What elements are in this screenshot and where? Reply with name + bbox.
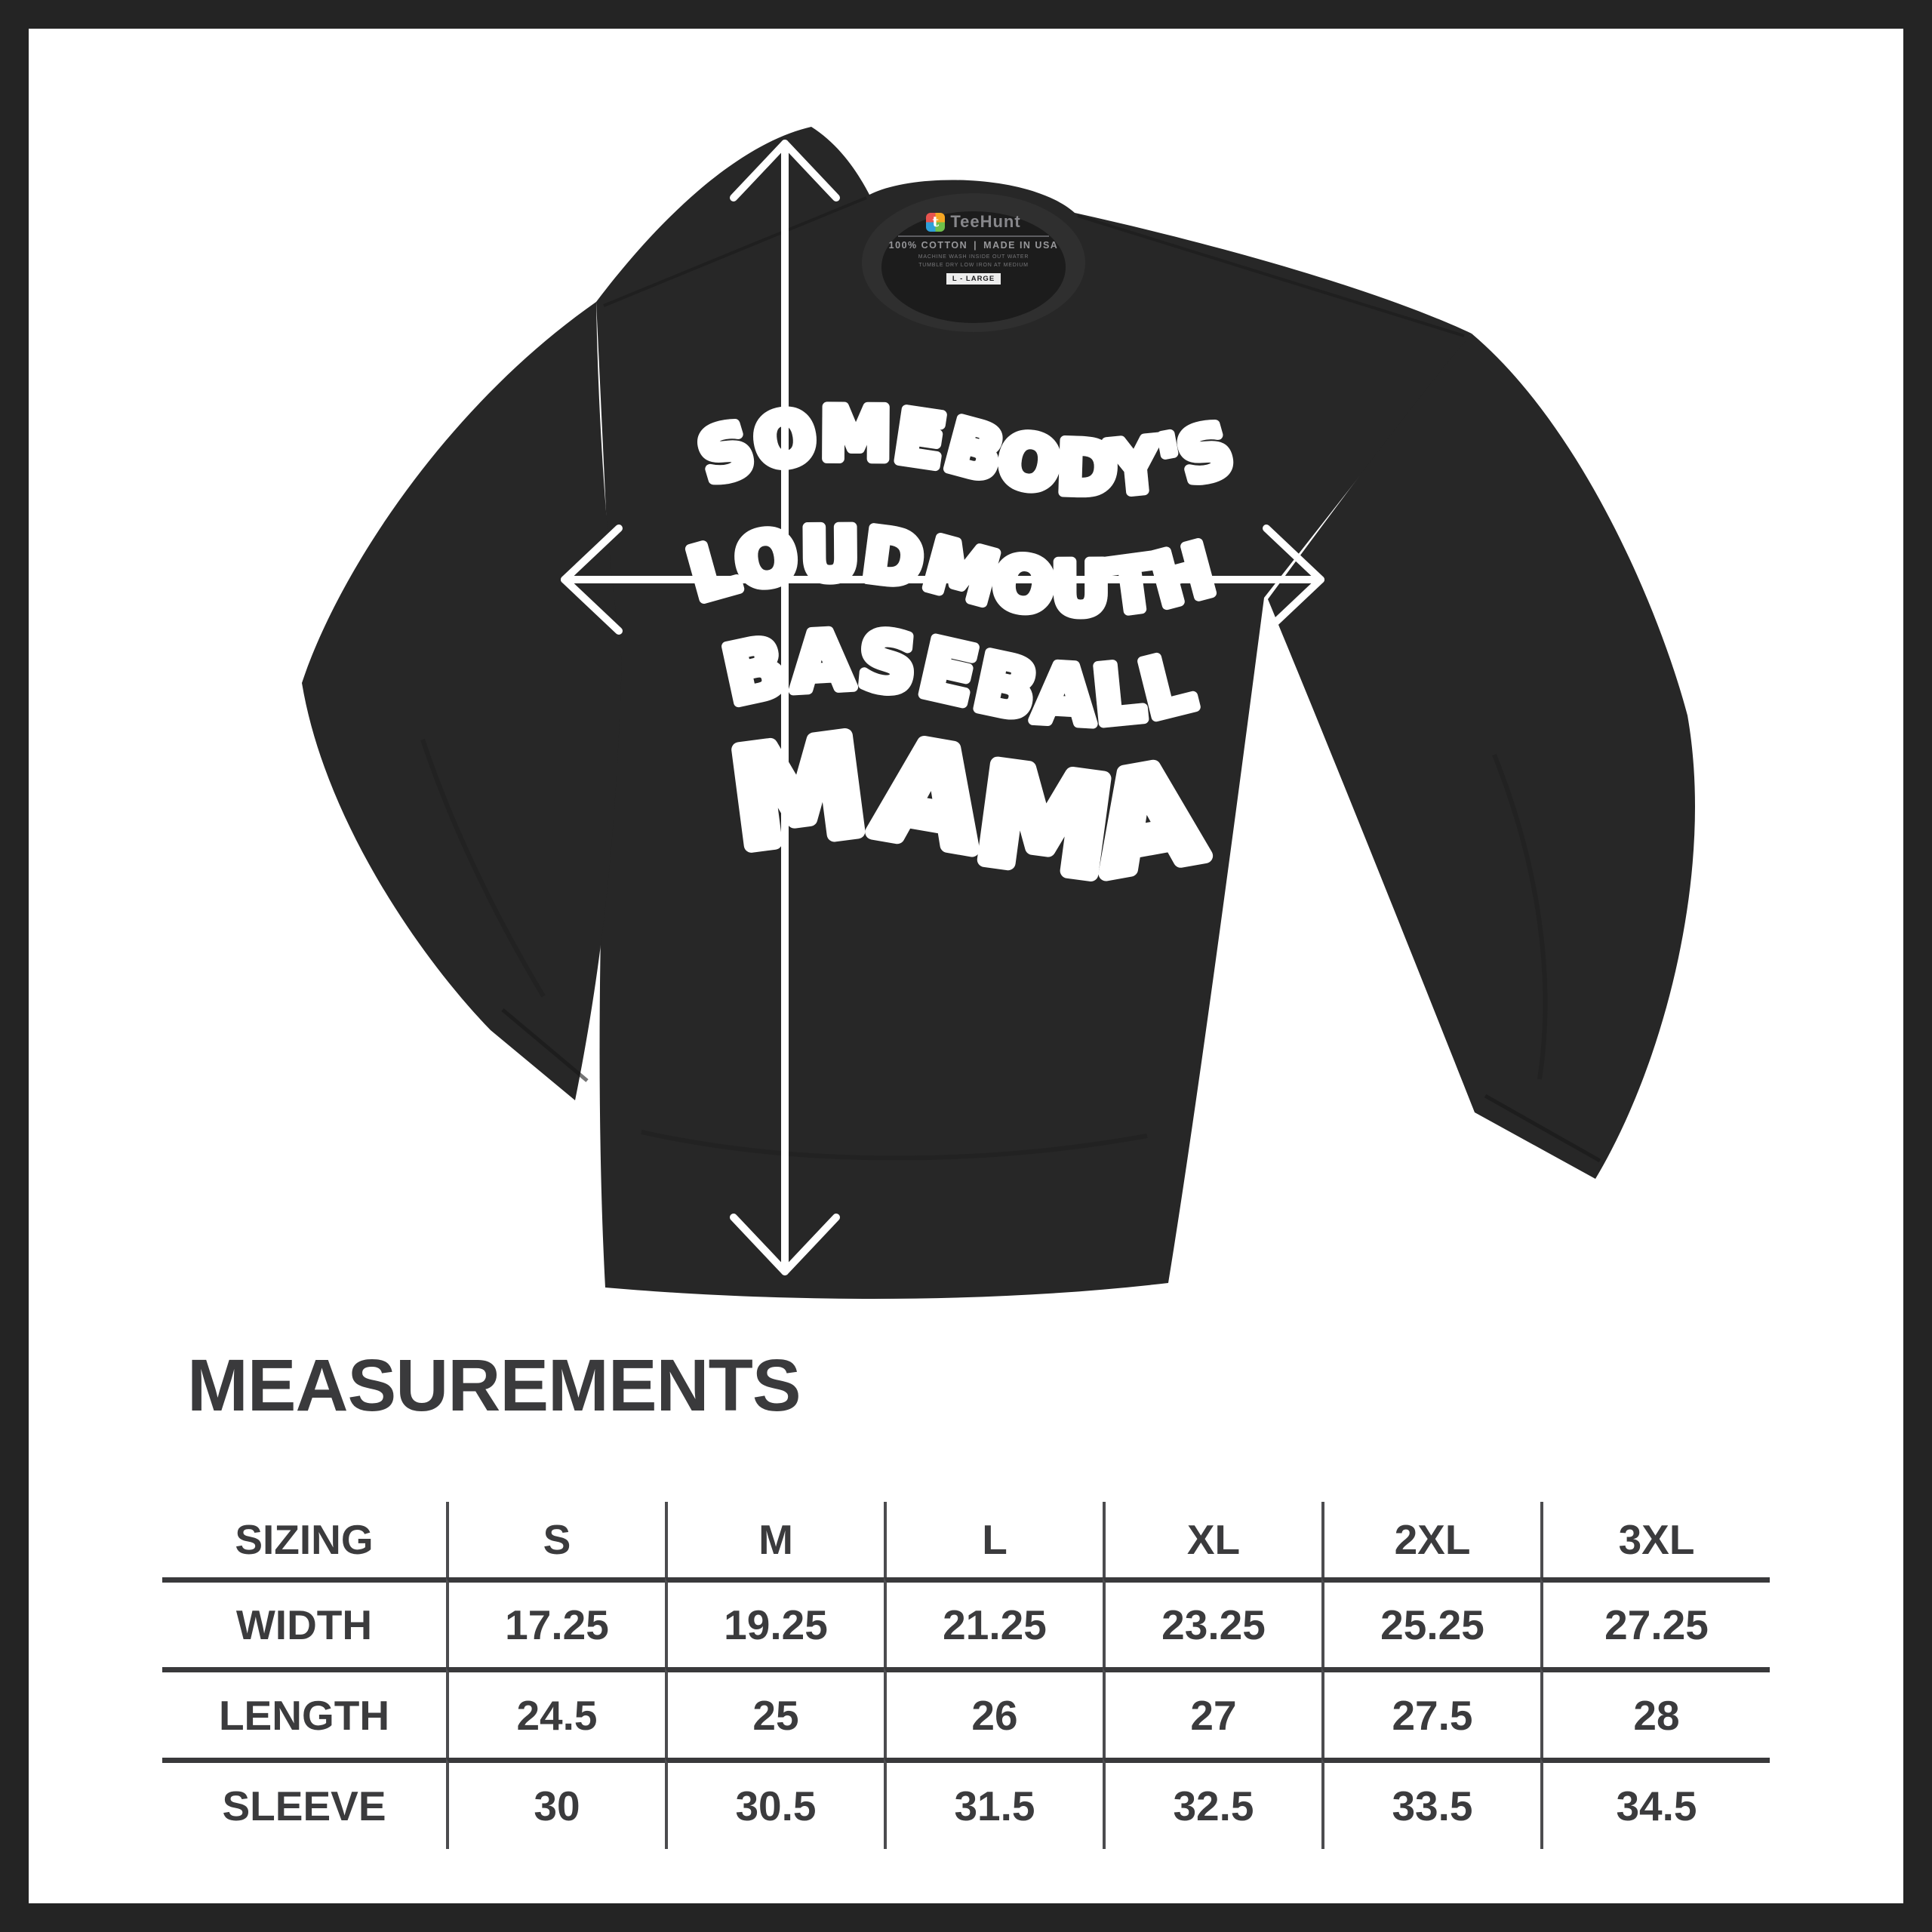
width-2xl: 25.25 bbox=[1321, 1577, 1540, 1667]
sleeve-l: 31.5 bbox=[884, 1758, 1103, 1849]
header-cell-sizing: SIZING bbox=[235, 1516, 374, 1563]
width-l: 21.25 bbox=[884, 1577, 1103, 1667]
teehunt-logo-icon: t bbox=[926, 212, 946, 232]
seam-line bbox=[1077, 214, 1465, 337]
origin-text: MADE IN USA bbox=[983, 240, 1059, 251]
sleeve-m: 30.5 bbox=[665, 1758, 884, 1849]
length-xl: 27 bbox=[1103, 1667, 1321, 1758]
label-material-row: 100% COTTON | MADE IN USA bbox=[889, 235, 1057, 251]
logo-letter: t bbox=[932, 214, 940, 230]
sleeve-2xl: 33.5 bbox=[1321, 1758, 1540, 1849]
brand-row: t TeeHunt bbox=[926, 212, 1020, 232]
shirt-photo: SOMEBODY'S LOUDMOUTH BASEBALL MAMA bbox=[302, 127, 1695, 1299]
length-l: 26 bbox=[884, 1667, 1103, 1758]
width-m: 19.25 bbox=[665, 1577, 884, 1667]
length-3xl: 28 bbox=[1540, 1667, 1770, 1758]
shirt-body bbox=[596, 127, 1472, 1299]
fabric-fold bbox=[420, 739, 546, 998]
cuff-seam bbox=[1484, 1094, 1601, 1163]
fabric-fold bbox=[641, 1130, 1148, 1161]
collar-opening bbox=[881, 211, 1066, 323]
header-cell-xl: XL bbox=[1103, 1502, 1321, 1577]
length-m: 25 bbox=[665, 1667, 884, 1758]
brand-name: TeeHunt bbox=[950, 212, 1021, 231]
sleeve-3xl: 34.5 bbox=[1540, 1758, 1770, 1849]
material-text: 100% COTTON bbox=[888, 240, 968, 251]
width-s: 17.25 bbox=[446, 1577, 665, 1667]
shirt-right-sleeve bbox=[1268, 334, 1695, 1179]
cuff-seam bbox=[501, 1008, 589, 1082]
care-instructions: MACHINE WASH INSIDE OUT WATER TUMBLE DRY… bbox=[918, 254, 1029, 269]
care-line-1: MACHINE WASH INSIDE OUT WATER bbox=[918, 254, 1029, 260]
header-cell-3xl: 3XL bbox=[1540, 1502, 1770, 1577]
sleeve-s: 30 bbox=[446, 1758, 665, 1849]
row-label-sleeve: SLEEVE bbox=[162, 1758, 446, 1849]
neck-label: t TeeHunt 100% COTTON | MADE IN USA MACH… bbox=[881, 212, 1066, 285]
width-arrow-horizontal bbox=[561, 525, 1324, 635]
fabric-fold bbox=[1492, 753, 1548, 1080]
length-arrow-vertical bbox=[730, 140, 840, 1275]
width-xl: 23.25 bbox=[1103, 1577, 1321, 1667]
material-divider: | bbox=[974, 240, 978, 251]
row-label-width: WIDTH bbox=[162, 1577, 446, 1667]
measurements-heading: MEASUREMENTS bbox=[187, 1344, 801, 1426]
care-line-2: TUMBLE DRY LOW IRON AT MEDIUM bbox=[918, 262, 1029, 268]
length-s: 24.5 bbox=[446, 1667, 665, 1758]
header-cell-m: M bbox=[665, 1502, 884, 1577]
length-2xl: 27.5 bbox=[1321, 1667, 1540, 1758]
shirt-left-sleeve bbox=[302, 302, 622, 1100]
header-cell-2xl: 2XL bbox=[1321, 1502, 1540, 1577]
width-3xl: 27.25 bbox=[1540, 1577, 1770, 1667]
sleeve-xl: 32.5 bbox=[1103, 1758, 1321, 1849]
sizing-table: SIZING S M L XL 2XL 3XL WIDTH 17.25 19.2… bbox=[162, 1502, 1770, 1849]
row-label-length: LENGTH bbox=[162, 1667, 446, 1758]
seam-line bbox=[603, 196, 867, 307]
size-tag: L - LARGE bbox=[946, 273, 1001, 285]
header-cell-l: L bbox=[884, 1502, 1103, 1577]
header-cell-s: S bbox=[446, 1502, 665, 1577]
